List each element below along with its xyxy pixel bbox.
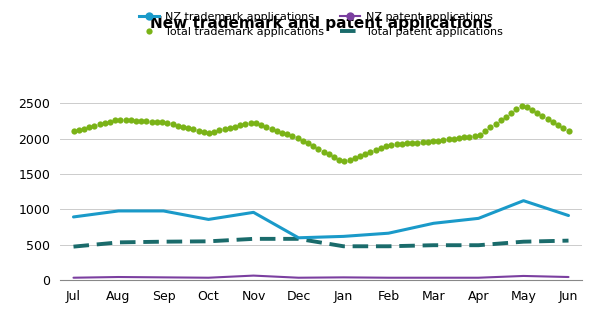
Legend: NZ trademark applications, Total trademark applications, NZ patent applications,: NZ trademark applications, Total tradema…: [135, 7, 507, 42]
Title: New trademark and patent applications: New trademark and patent applications: [150, 16, 492, 31]
